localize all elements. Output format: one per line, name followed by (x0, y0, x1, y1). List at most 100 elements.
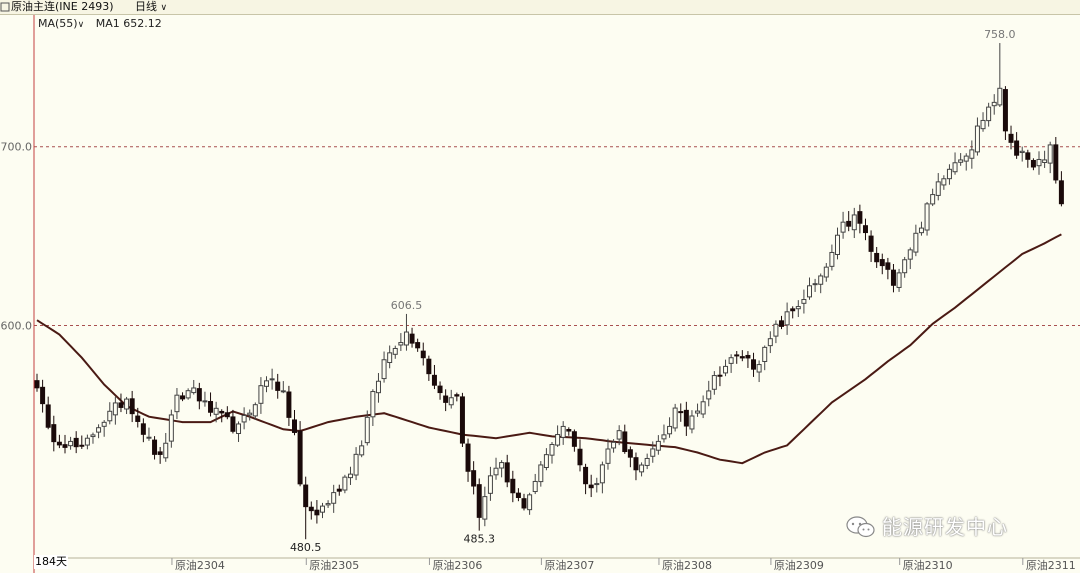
candle (347, 466, 353, 485)
candle (627, 446, 633, 468)
candle (342, 474, 348, 494)
period-label: 日线 (135, 0, 157, 13)
price-annotation: 480.5 (290, 541, 322, 554)
candle (723, 359, 729, 377)
candle (1042, 150, 1048, 168)
candle (857, 204, 863, 234)
candle (1053, 136, 1059, 184)
candle (504, 454, 510, 488)
candle (879, 253, 885, 275)
candle (219, 409, 225, 423)
candle (236, 421, 242, 442)
candle (353, 447, 359, 481)
candle (510, 470, 516, 503)
candle (476, 478, 482, 531)
candle (583, 463, 589, 495)
day-count-label: 184天 (34, 555, 68, 569)
candle (521, 493, 527, 511)
candle (40, 379, 46, 413)
price-annotation: 758.0 (984, 28, 1016, 41)
candle (482, 486, 488, 527)
candle (840, 211, 846, 239)
candle (499, 460, 505, 478)
candle (745, 351, 751, 368)
candle (191, 379, 197, 395)
candle (129, 390, 135, 423)
candle (213, 401, 219, 423)
candle (73, 431, 79, 454)
candle (706, 380, 712, 407)
candle (773, 320, 779, 344)
candle (527, 492, 533, 515)
candle (140, 418, 146, 443)
candle (370, 389, 376, 427)
candle (767, 331, 773, 354)
x-tick-label: 原油2310 (903, 558, 953, 572)
candle (443, 389, 449, 412)
candle (823, 263, 829, 282)
wechat-icon (846, 516, 876, 538)
candle (224, 406, 230, 420)
candle (689, 410, 695, 434)
price-annotation: 606.5 (391, 299, 423, 312)
price-annotation: 485.3 (463, 533, 495, 546)
candle (633, 452, 639, 481)
candle (650, 441, 656, 463)
candle (409, 327, 415, 348)
candle (431, 364, 437, 390)
x-tick-label: 原油2307 (544, 558, 594, 572)
candle (818, 273, 824, 294)
period-selector[interactable]: 日线 ∨ (135, 0, 167, 15)
x-tick-label: 原油2309 (774, 558, 824, 572)
candle (829, 244, 835, 271)
candle (258, 377, 264, 414)
candle (387, 345, 393, 369)
candle (252, 402, 258, 420)
candle (426, 355, 432, 381)
candle (96, 424, 102, 439)
ma-indicator-name: MA(55) (38, 17, 78, 30)
candle (790, 306, 796, 319)
candle (969, 140, 975, 169)
candle (454, 392, 460, 402)
x-tick-label: 原油2308 (662, 558, 712, 572)
candle (885, 257, 891, 280)
candle (124, 396, 130, 415)
candle (437, 381, 443, 400)
candle (890, 264, 896, 293)
candle (571, 429, 577, 452)
candle (1047, 141, 1053, 174)
candle (448, 389, 454, 409)
candle (1058, 171, 1064, 207)
candle (683, 401, 689, 436)
candle (292, 410, 297, 436)
candle (616, 425, 622, 446)
candle (34, 373, 40, 392)
candle (487, 466, 493, 501)
candle (157, 447, 163, 464)
candle (846, 211, 852, 232)
candle (924, 202, 930, 236)
candle (667, 417, 673, 438)
candle (588, 474, 594, 498)
candle (107, 402, 113, 425)
candle (79, 435, 85, 449)
candle (543, 448, 549, 471)
candle (784, 302, 790, 335)
candle (163, 432, 169, 462)
candle (728, 354, 734, 373)
ma-indicator-selector[interactable]: MA(55)∨ (38, 17, 84, 30)
candle (711, 371, 717, 395)
candle (392, 345, 398, 359)
candle (303, 476, 309, 540)
candle (599, 461, 605, 494)
watermark-text: 能源研发中心 (882, 515, 1008, 539)
candle (168, 409, 174, 448)
candle (958, 153, 964, 166)
candle (45, 396, 51, 430)
candle (1036, 151, 1042, 175)
candle (868, 230, 874, 262)
chevron-down-icon: ∨ (77, 20, 85, 30)
candle (62, 434, 68, 454)
